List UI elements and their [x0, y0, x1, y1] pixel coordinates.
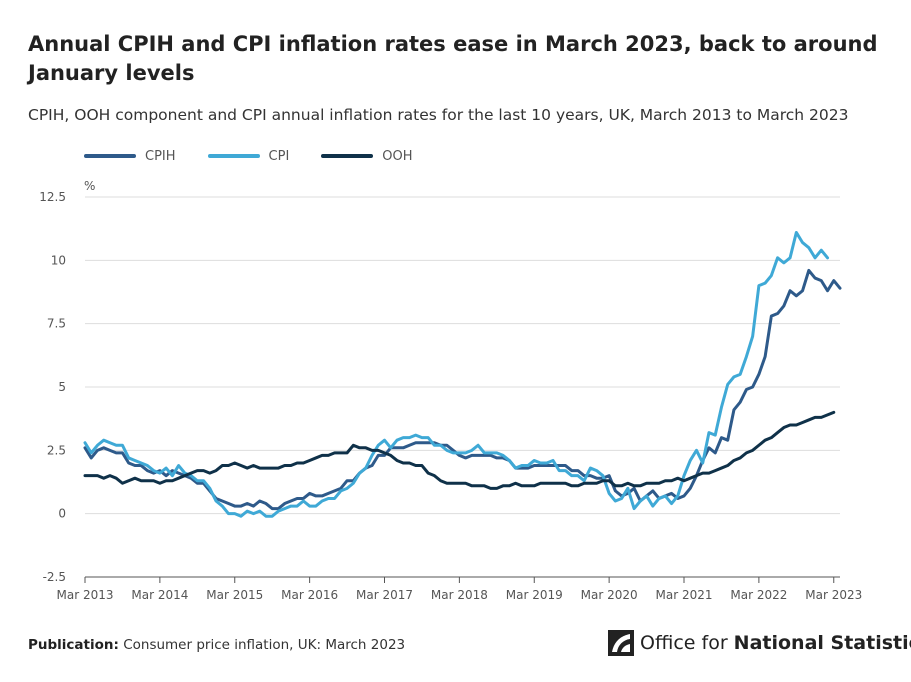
- publication-label: Publication:: [28, 637, 119, 653]
- ons-logo[interactable]: Office for National Statistics: [608, 630, 911, 656]
- x-tick-label: Mar 2021: [656, 588, 713, 602]
- x-tick-label: Mar 2020: [581, 588, 638, 602]
- legend-label-cpih: CPIH: [145, 148, 176, 164]
- publication-note: Publication: Consumer price inflation, U…: [28, 637, 405, 653]
- x-tick-label: Mar 2014: [131, 588, 188, 602]
- publication-value[interactable]: Consumer price inflation, UK: March 2023: [123, 637, 406, 653]
- y-tick-label: 5: [58, 380, 66, 394]
- x-tick-label: Mar 2016: [281, 588, 338, 602]
- chart-subtitle: CPIH, OOH component and CPI annual infla…: [28, 106, 849, 124]
- chart-title: Annual CPIH and CPI inflation rates ease…: [28, 32, 878, 85]
- x-tick-label: Mar 2022: [730, 588, 787, 602]
- y-tick-label: -2.5: [43, 570, 66, 584]
- y-tick-label: 2.5: [47, 443, 66, 457]
- x-tick-label: Mar 2015: [206, 588, 263, 602]
- chart-legend: CPIH CPI OOH: [84, 147, 445, 165]
- y-axis-unit: %: [84, 179, 95, 193]
- x-tick-label: Mar 2017: [356, 588, 413, 602]
- legend-swatch-ooh: [321, 154, 374, 158]
- ons-name-part2: National Statistics: [733, 632, 911, 654]
- legend-swatch-cpi: [207, 154, 260, 158]
- y-axis-ticks: -2.5 0 2.5 5 7.5 10 12.5: [39, 190, 66, 584]
- legend-label-cpi: CPI: [268, 148, 290, 164]
- legend-item-cpih[interactable]: CPIH: [84, 149, 176, 164]
- ons-name: Office for National Statistics: [640, 632, 911, 654]
- ons-logo-icon: [608, 630, 634, 656]
- y-tick-label: 7.5: [47, 317, 66, 331]
- legend-label-ooh: OOH: [382, 148, 413, 164]
- ons-name-part1: Office for: [640, 632, 728, 654]
- series-lines: [83, 230, 842, 518]
- y-tick-label: 12.5: [39, 190, 66, 204]
- legend-item-ooh[interactable]: OOH: [321, 148, 413, 164]
- x-tick-label: Mar 2019: [506, 588, 563, 602]
- x-tick-label: Mar 2023: [805, 588, 862, 602]
- legend-swatch-cpih: [84, 154, 136, 158]
- y-tick-label: 10: [51, 253, 66, 267]
- x-tick-label: Mar 2013: [57, 588, 114, 602]
- y-tick-label: 0: [58, 507, 66, 521]
- series-line-cpi[interactable]: [83, 230, 830, 518]
- x-axis: Mar 2013 Mar 2014 Mar 2015 Mar 2016 Mar 2017…: [57, 576, 862, 602]
- x-tick-label: Mar 2018: [431, 588, 488, 602]
- series-line-ooh[interactable]: [83, 410, 836, 490]
- legend-item-cpi[interactable]: CPI: [207, 148, 290, 164]
